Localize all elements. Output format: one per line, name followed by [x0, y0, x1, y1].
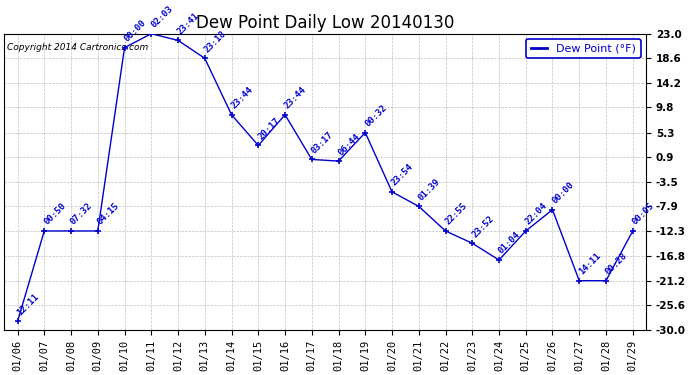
Text: 23:44: 23:44: [229, 85, 255, 111]
Text: 22:04: 22:04: [524, 201, 549, 227]
Text: 00:05: 00:05: [631, 201, 656, 227]
Text: 23:44: 23:44: [283, 85, 308, 111]
Text: 23:54: 23:54: [390, 162, 415, 188]
Text: 23:52: 23:52: [470, 214, 495, 239]
Text: 00:00: 00:00: [551, 180, 575, 206]
Text: 02:03: 02:03: [149, 4, 175, 30]
Text: 23:41: 23:41: [176, 11, 201, 36]
Text: 23:18: 23:18: [203, 29, 228, 54]
Text: 01:04: 01:04: [497, 231, 522, 256]
Text: 06:44: 06:44: [336, 132, 362, 157]
Text: 01:39: 01:39: [417, 177, 442, 202]
Text: 03:17: 03:17: [310, 130, 335, 155]
Text: 00:00: 00:00: [122, 18, 148, 44]
Legend: Dew Point (°F): Dew Point (°F): [526, 39, 640, 58]
Text: 00:50: 00:50: [42, 201, 68, 227]
Text: 22:55: 22:55: [443, 201, 469, 227]
Text: 07:32: 07:32: [69, 201, 95, 227]
Text: 20:17: 20:17: [256, 116, 282, 141]
Text: Copyright 2014 Cartronics.com: Copyright 2014 Cartronics.com: [8, 43, 148, 52]
Text: 12:11: 12:11: [15, 292, 41, 317]
Text: 14:11: 14:11: [577, 251, 602, 276]
Text: 04:15: 04:15: [96, 201, 121, 227]
Text: 00:32: 00:32: [363, 103, 388, 129]
Text: 00:28: 00:28: [604, 251, 629, 276]
Title: Dew Point Daily Low 20140130: Dew Point Daily Low 20140130: [196, 14, 454, 32]
